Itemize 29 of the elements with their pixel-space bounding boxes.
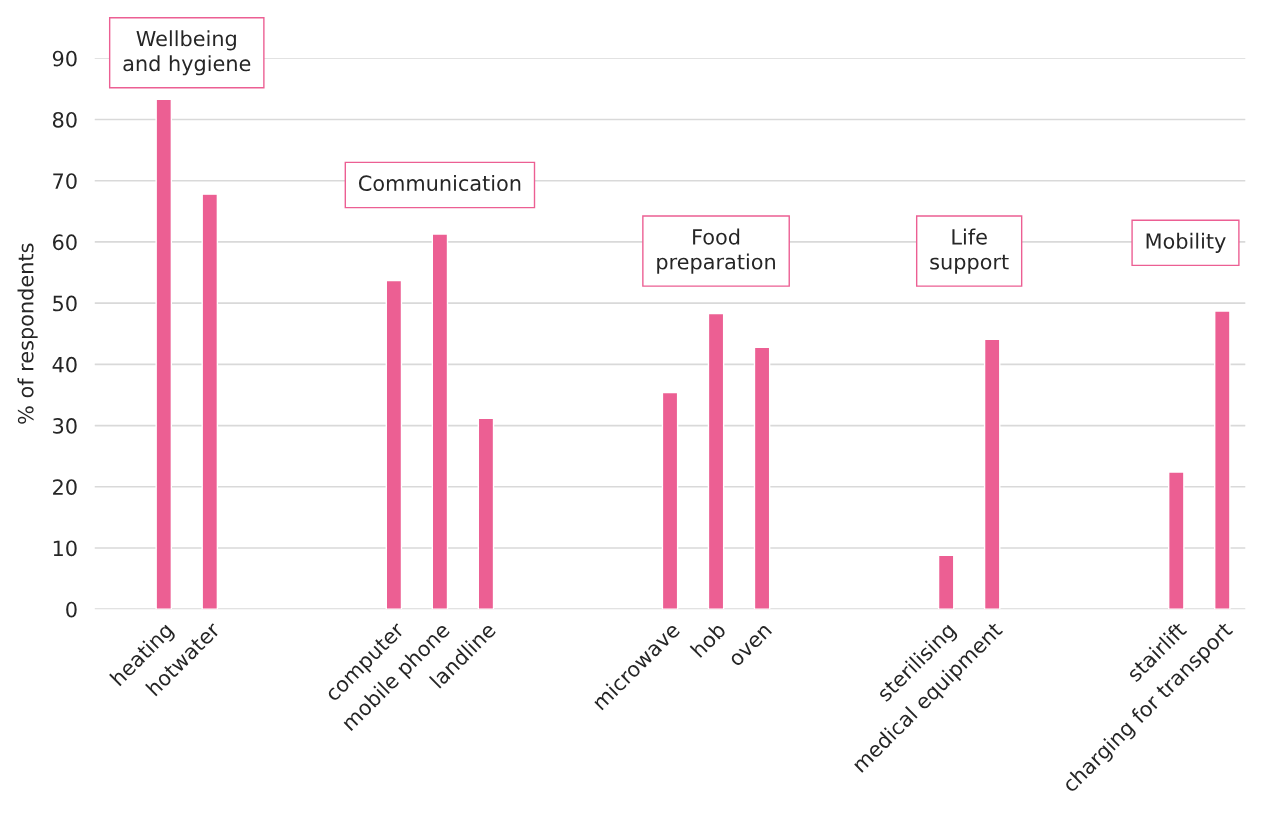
bar xyxy=(155,98,173,610)
annotation: Mobility xyxy=(1146,232,1226,253)
y-tick-label: 90 xyxy=(52,50,77,67)
y-tick-label: 10 xyxy=(53,540,77,557)
bar xyxy=(937,554,955,610)
bar xyxy=(661,391,679,610)
annotation: Wellbeing and hygiene xyxy=(123,30,251,76)
y-tick-label: 40 xyxy=(52,356,77,373)
bar xyxy=(477,417,495,610)
bar xyxy=(707,312,725,610)
y-tick-label: 0 xyxy=(66,601,77,618)
y-tick-label: 20 xyxy=(53,479,77,495)
bar xyxy=(201,193,219,610)
x-tick-label: hob xyxy=(689,621,727,659)
bar xyxy=(983,338,1001,610)
annotation: Food preparation xyxy=(657,228,775,274)
annotation: Communication xyxy=(358,174,521,192)
y-tick-label: 60 xyxy=(53,234,77,251)
y-tick-label: 30 xyxy=(53,418,77,434)
bar xyxy=(385,279,403,610)
bar xyxy=(431,233,449,610)
y-tick-label: 70 xyxy=(53,173,77,189)
y-axis-title: % of respondents xyxy=(17,243,38,424)
annotation: Life support xyxy=(930,228,1009,274)
bar xyxy=(1167,471,1185,610)
y-tick-label: 80 xyxy=(52,111,77,128)
bar xyxy=(753,346,771,610)
bar xyxy=(1214,310,1231,610)
y-tick-label: 50 xyxy=(53,295,77,312)
